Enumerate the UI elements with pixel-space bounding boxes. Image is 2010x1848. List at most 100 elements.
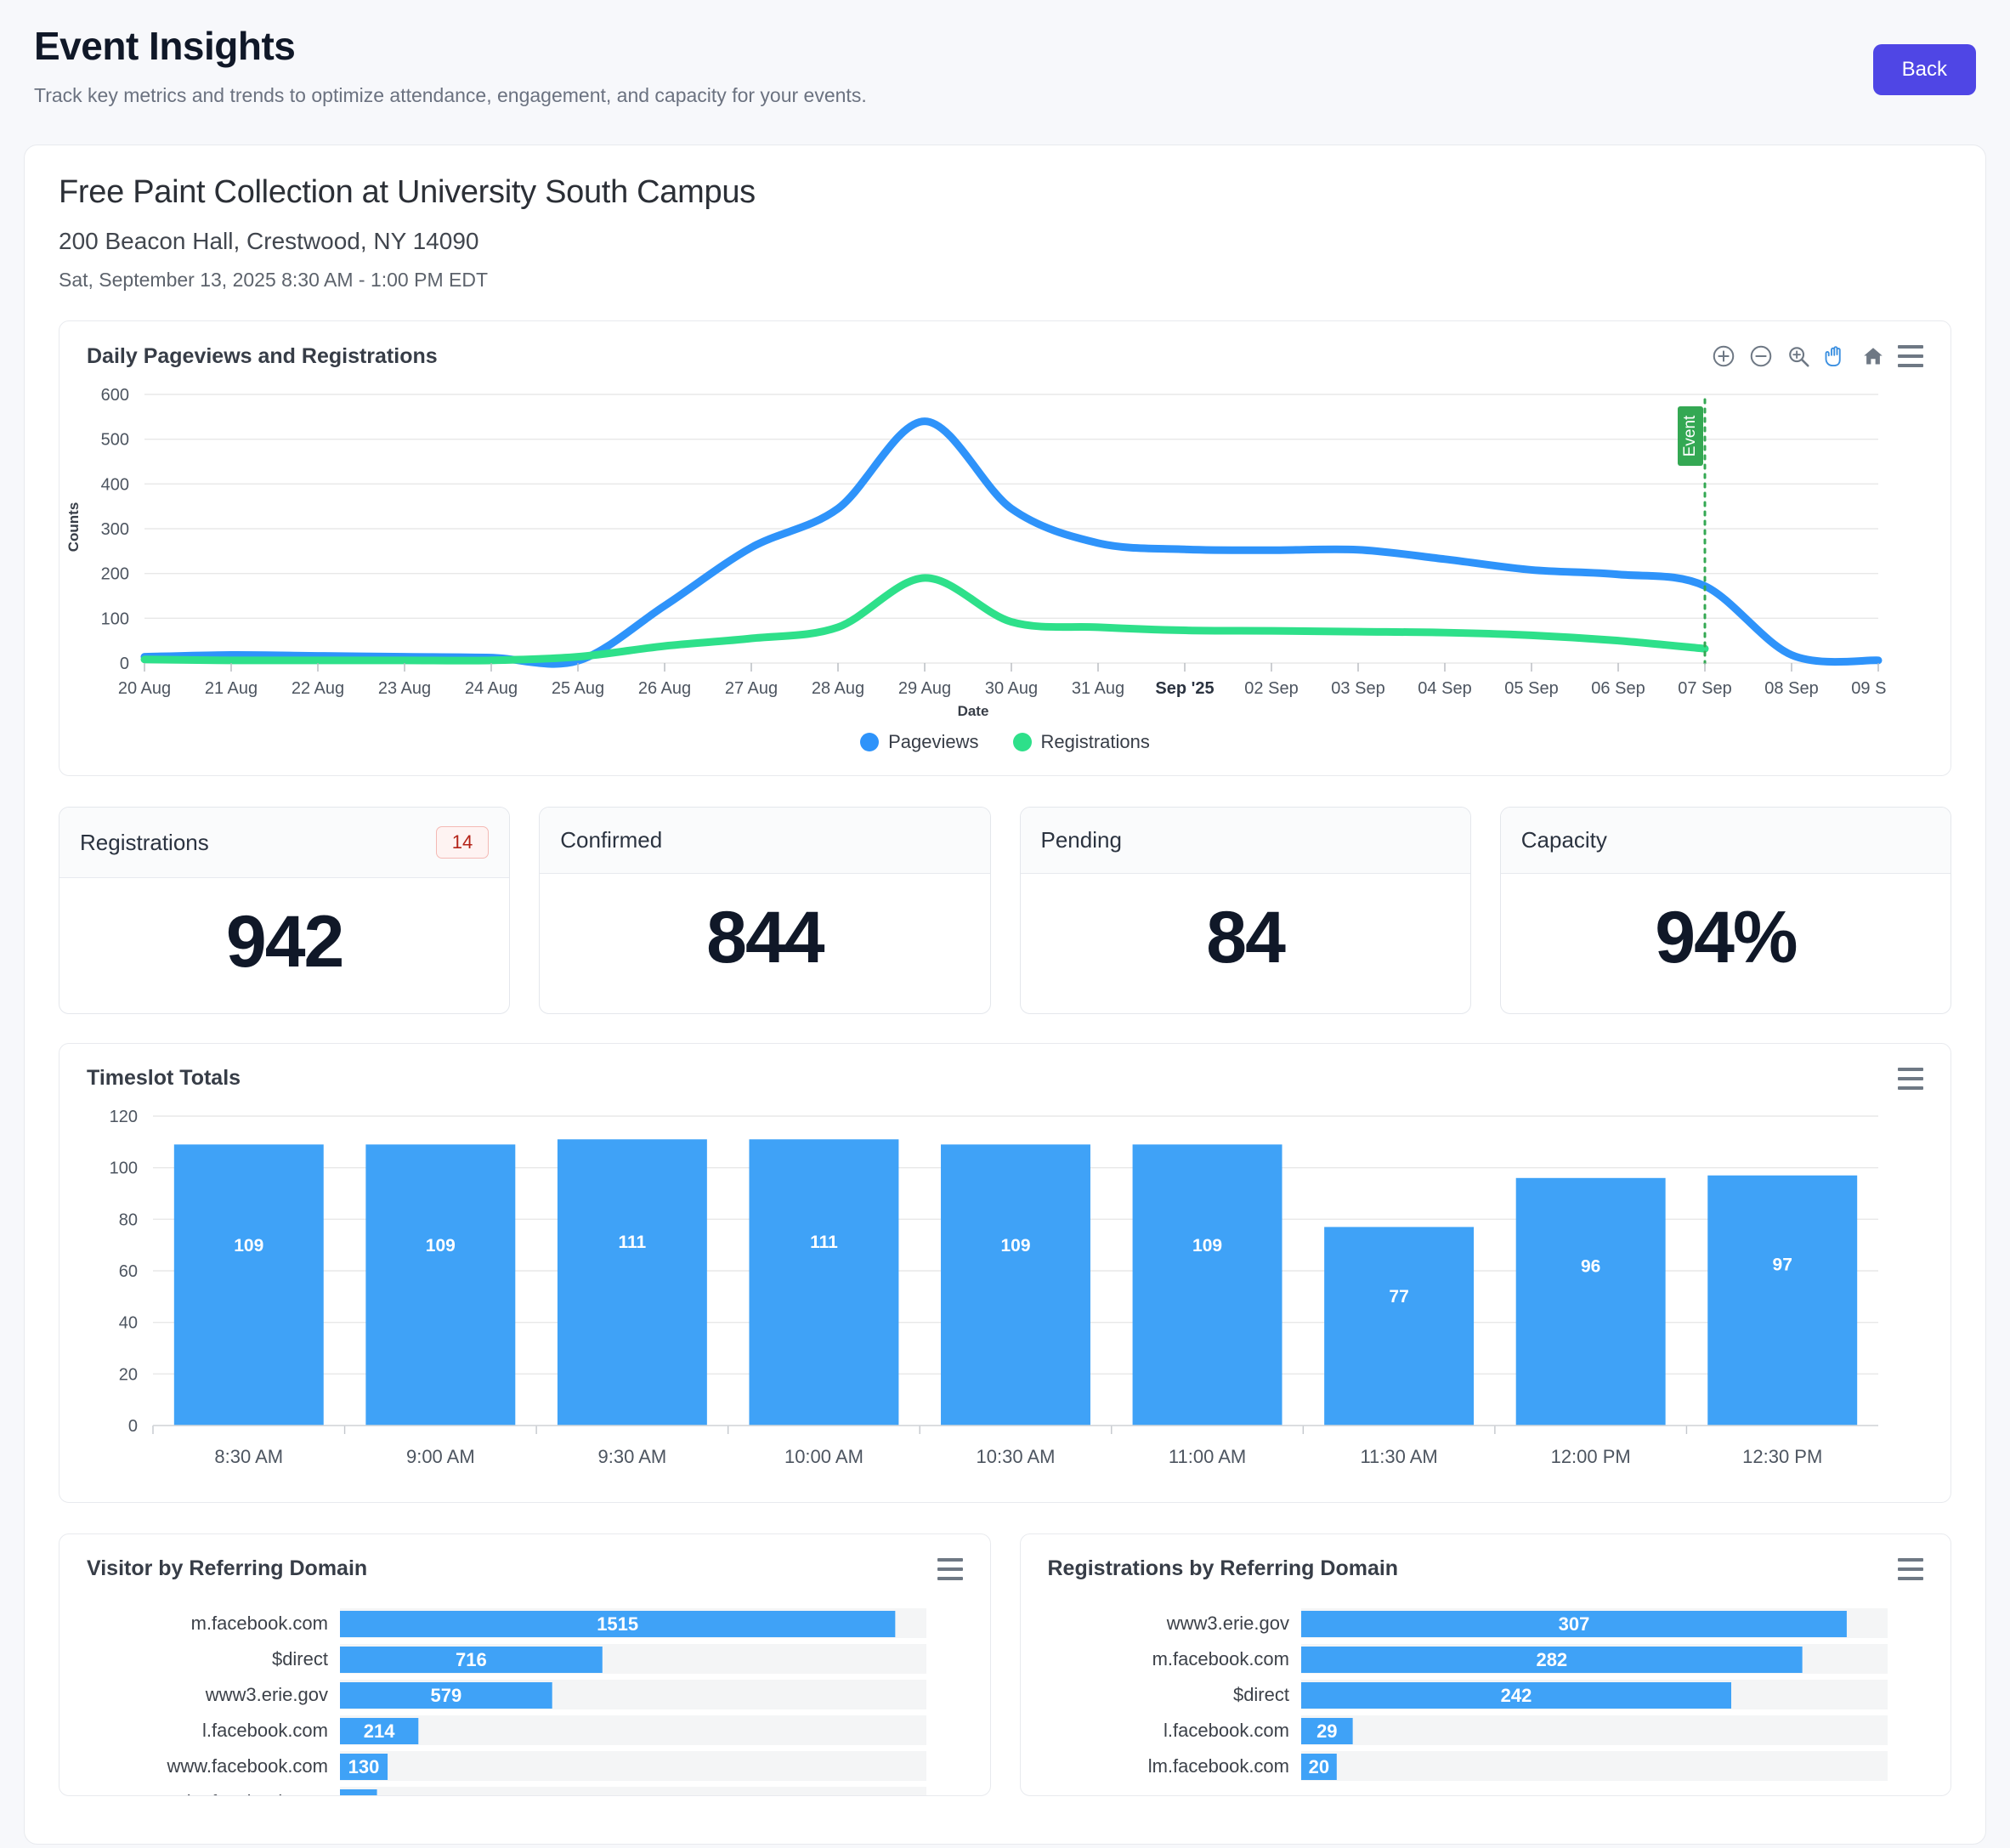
- svg-text:300: 300: [101, 520, 129, 539]
- line-chart-y-axis-label: Counts: [65, 502, 82, 553]
- kpi-header: Registrations 14: [59, 808, 510, 878]
- visitor-referring-domain-chart[interactable]: m.facebook.com 1515 $direct 716 www3.erie.go…: [59, 1591, 990, 1795]
- page-header: Event Insights Track key metrics and tre…: [0, 0, 2010, 145]
- daily-pageviews-header: Daily Pageviews and Registrations: [59, 321, 1951, 374]
- event-annotation: Event: [1678, 398, 1707, 665]
- svg-text:109: 109: [426, 1236, 456, 1256]
- kpi-card-capacity: Capacity 94%: [1499, 807, 1951, 1014]
- svg-text:31 Aug: 31 Aug: [1072, 679, 1124, 698]
- svg-text:07 Sep: 07 Sep: [1678, 679, 1731, 698]
- timeslot-totals-chart[interactable]: 0 20 40 60 80 100 120 109 109 111 111 109 109 77 96 97…: [59, 1103, 1951, 1502]
- kpi-row: Registrations 14 942 Confirmed 844 Pending 84 C…: [59, 807, 1951, 1014]
- visitor-referring-domain-panel: Visitor by Referring Domain m.facebook.c…: [59, 1533, 991, 1796]
- kpi-value: 942: [225, 901, 345, 983]
- referring-domain-row: Visitor by Referring Domain m.facebook.c…: [59, 1533, 1951, 1796]
- menu-icon[interactable]: [1898, 345, 1923, 367]
- svg-text:02 Sep: 02 Sep: [1244, 679, 1298, 698]
- visitor-referring-domain-title: Visitor by Referring Domain: [87, 1556, 368, 1580]
- svg-text:1515: 1515: [597, 1613, 638, 1635]
- svg-text:30 Aug: 30 Aug: [985, 679, 1038, 698]
- registrations-referring-domain-header: Registrations by Referring Domain: [1021, 1534, 1951, 1586]
- svg-text:28 Aug: 28 Aug: [812, 679, 864, 698]
- svg-text:06 Sep: 06 Sep: [1591, 679, 1645, 698]
- svg-text:10:30 AM: 10:30 AM: [977, 1446, 1056, 1467]
- legend-label: Registrations: [1040, 731, 1150, 752]
- svg-text:579: 579: [430, 1685, 461, 1706]
- svg-text:40: 40: [119, 1314, 138, 1333]
- svg-text:27 Aug: 27 Aug: [725, 679, 778, 698]
- registrations-referring-domain-panel: Registrations by Referring Domain www3.e…: [1019, 1533, 1951, 1796]
- svg-text:Event: Event: [1681, 415, 1699, 456]
- timeslot-totals-header: Timeslot Totals: [59, 1044, 1951, 1096]
- line-chart-x-ticks: 20 Aug 21 Aug 22 Aug 23 Aug 24 Aug 25 Aug 26 A…: [118, 663, 1887, 698]
- zoom-in-icon[interactable]: [1711, 343, 1736, 369]
- status-badge[interactable]: 14: [435, 826, 490, 859]
- visitor-referring-domain-header: Visitor by Referring Domain: [59, 1534, 990, 1586]
- kpi-header: Pending: [1020, 808, 1470, 874]
- timeslot-totals-panel: Timeslot Totals 0 20 40 60 80 100 120 109 109 11…: [59, 1043, 1951, 1503]
- zoom-out-icon[interactable]: [1748, 343, 1774, 369]
- daily-pageviews-chart[interactable]: 0 100 200 300 400 500 600 Counts Event 20 Aug 2…: [59, 383, 1951, 723]
- reset-home-icon[interactable]: [1860, 343, 1886, 369]
- svg-text:109: 109: [1000, 1236, 1030, 1256]
- menu-icon[interactable]: [1898, 1067, 1923, 1090]
- back-button[interactable]: Back: [1872, 44, 1976, 95]
- visitor-hbar-svg: m.facebook.com 1515 $direct 716 www3.erie.go…: [166, 1608, 926, 1795]
- svg-text:109: 109: [234, 1236, 263, 1256]
- svg-text:20: 20: [119, 1365, 138, 1384]
- svg-text:307: 307: [1558, 1613, 1589, 1635]
- hbar-category-label: www3.erie.gov: [1165, 1613, 1288, 1634]
- svg-text:20: 20: [1308, 1756, 1328, 1777]
- svg-text:24 Aug: 24 Aug: [465, 679, 518, 698]
- svg-text:23 Aug: 23 Aug: [378, 679, 431, 698]
- svg-text:96: 96: [1581, 1256, 1600, 1276]
- timeslot-totals-title: Timeslot Totals: [87, 1066, 241, 1090]
- svg-text:9:00 AM: 9:00 AM: [406, 1446, 475, 1467]
- registrations-referring-domain-chart[interactable]: www3.erie.gov 307 m.facebook.com 282 $direct…: [1021, 1591, 1951, 1795]
- selection-zoom-icon[interactable]: [1786, 343, 1811, 369]
- kpi-header: Capacity: [1500, 808, 1951, 874]
- pan-icon[interactable]: [1823, 343, 1849, 369]
- menu-icon[interactable]: [937, 1557, 963, 1580]
- svg-text:282: 282: [1536, 1649, 1567, 1670]
- svg-text:100: 100: [101, 609, 129, 628]
- kpi-card-registrations: Registrations 14 942: [59, 807, 511, 1014]
- hbar-category-label: lm.facebook.com: [1147, 1755, 1288, 1777]
- svg-text:111: 111: [619, 1233, 647, 1252]
- kpi-label: Capacity: [1520, 827, 1607, 853]
- bar-chart-y-ticks: 0 20 40 60 80 100 120: [110, 1108, 138, 1436]
- kpi-value: 844: [706, 897, 825, 978]
- kpi-header: Confirmed: [540, 808, 990, 874]
- chart-toolbar: [1711, 343, 1923, 369]
- svg-text:111: 111: [810, 1233, 838, 1252]
- registrations-referring-domain-title: Registrations by Referring Domain: [1047, 1556, 1399, 1580]
- legend-item-registrations[interactable]: Registrations: [1012, 731, 1150, 753]
- hbar-category-label: l.facebook.com: [202, 1720, 328, 1741]
- kpi-label: Registrations: [80, 829, 209, 855]
- registrations-hbar-svg: www3.erie.gov 307 m.facebook.com 282 $direct…: [1147, 1608, 1888, 1781]
- legend-color-dot: [1012, 733, 1032, 751]
- event-datetime: Sat, September 13, 2025 8:30 AM - 1:00 P…: [59, 269, 488, 291]
- svg-text:11:00 AM: 11:00 AM: [1169, 1446, 1246, 1467]
- hbar-category-label: www3.erie.gov: [205, 1684, 328, 1705]
- svg-text:242: 242: [1500, 1685, 1532, 1706]
- svg-text:20 Aug: 20 Aug: [118, 679, 171, 698]
- bar-chart-x-ticks: 8:30 AM 9:00 AM 9:30 AM 10:00 AM 10:30 AM 11:…: [152, 1425, 1878, 1467]
- bar-chart-bars: 109 109 111 111 109 109 77 96 97: [173, 1139, 1858, 1426]
- svg-text:60: 60: [119, 1262, 138, 1281]
- line-chart-x-axis-label: Date: [958, 703, 989, 719]
- svg-text:12:30 PM: 12:30 PM: [1742, 1446, 1822, 1467]
- svg-text:100: 100: [110, 1159, 138, 1178]
- svg-text:80: 80: [119, 1210, 138, 1229]
- hbar-category-label: www.facebook.com: [166, 1755, 328, 1777]
- svg-text:25 Aug: 25 Aug: [552, 679, 604, 698]
- svg-text:214: 214: [364, 1720, 395, 1742]
- svg-text:77: 77: [1389, 1287, 1408, 1307]
- svg-text:11:30 AM: 11:30 AM: [1360, 1446, 1437, 1467]
- hbar-category-label: m.facebook.com: [1152, 1648, 1288, 1669]
- svg-text:03 Sep: 03 Sep: [1331, 679, 1384, 698]
- menu-icon[interactable]: [1898, 1557, 1923, 1580]
- svg-text:101: 101: [343, 1792, 374, 1795]
- svg-text:05 Sep: 05 Sep: [1504, 679, 1558, 698]
- legend-item-pageviews[interactable]: Pageviews: [860, 731, 979, 753]
